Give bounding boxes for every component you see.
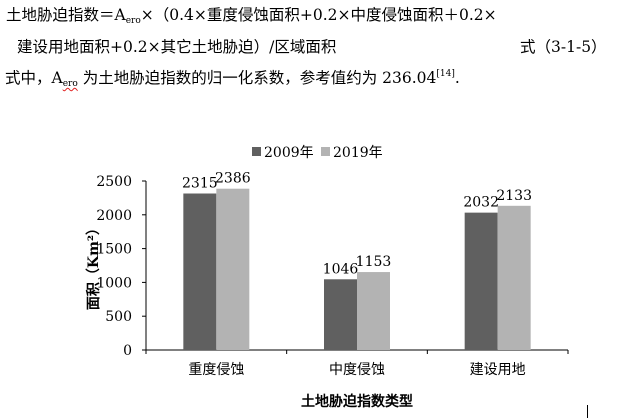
- bar: [357, 272, 390, 350]
- y-tick-label: 1000: [96, 275, 132, 291]
- y-tick-label: 2000: [96, 208, 132, 224]
- legend-swatch: [321, 147, 330, 156]
- equation-text: 土地胁迫指数＝A: [6, 6, 126, 24]
- y-tick-label: 0: [123, 343, 132, 359]
- y-axis-label: 面积（Km²）: [85, 221, 102, 310]
- x-tick-label: 建设用地: [470, 362, 526, 378]
- bar: [497, 205, 531, 350]
- equation-subscript: ero: [125, 16, 141, 26]
- bar: [183, 193, 217, 350]
- y-tick-label: 2500: [96, 174, 132, 190]
- x-axis-label: 土地胁迫指数类型: [301, 393, 413, 410]
- bar: [464, 212, 498, 350]
- definition-line: 式中，Aero 为土地胁迫指数的归一化系数，参考值约为 236.04[14].: [5, 66, 460, 89]
- legend-label: 2009年: [264, 145, 314, 161]
- equation-line: 土地胁迫指数＝Aero×（0.4×重度侵蚀面积+0.2×中度侵蚀面积＋0.2×: [6, 3, 497, 26]
- y-tick-label: 500: [105, 309, 132, 325]
- y-tick-label: 1500: [96, 242, 132, 258]
- definition-subscript: ero: [62, 79, 78, 89]
- equation-number: 式（3-1-5）: [520, 38, 607, 56]
- definition-text-rest: 为土地胁迫指数的归一化系数，参考值约为 236.04: [82, 69, 437, 87]
- cursor-marker: [587, 405, 588, 418]
- data-label: 2133: [496, 188, 532, 204]
- citation-ref: [14]: [436, 69, 455, 79]
- legend-label: 2019年: [333, 145, 383, 161]
- data-label: 2386: [215, 171, 251, 187]
- data-label: 1046: [323, 261, 359, 277]
- definition-text: 式中，A: [5, 69, 63, 87]
- legend-swatch: [252, 147, 261, 156]
- x-tick-label: 中度侵蚀: [329, 361, 385, 378]
- equation-line-2: 建设用地面积+0.2×其它土地胁迫）/区域面积: [17, 38, 337, 56]
- x-tick-label: 重度侵蚀: [188, 361, 244, 378]
- data-label: 2032: [463, 195, 499, 211]
- data-label: 2315: [182, 176, 218, 192]
- equation-text-rest: ×（0.4×重度侵蚀面积+0.2×中度侵蚀面积＋0.2×: [140, 6, 497, 24]
- bar: [216, 188, 250, 350]
- data-label: 1153: [356, 254, 392, 270]
- definition-end: .: [454, 69, 460, 87]
- bar: [324, 279, 357, 350]
